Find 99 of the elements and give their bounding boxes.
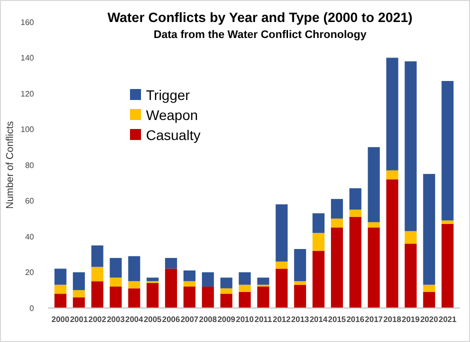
bar xyxy=(220,288,232,294)
y-tick-label: 100 xyxy=(20,125,35,134)
bar xyxy=(404,61,417,232)
bar xyxy=(442,220,454,224)
y-tick-label: 120 xyxy=(20,89,35,98)
bar xyxy=(128,281,140,288)
y-tick-label: 0 xyxy=(30,304,35,313)
legend-label: Weapon xyxy=(146,106,198,123)
bar xyxy=(294,284,306,308)
x-tick-label: 2013 xyxy=(291,315,310,324)
bar xyxy=(294,281,306,285)
x-tick-label: 2003 xyxy=(106,315,126,324)
bar xyxy=(110,278,122,287)
bar xyxy=(404,244,417,308)
bar xyxy=(257,278,270,285)
bar xyxy=(423,292,436,308)
text: Data from the Water Conflict Chronology xyxy=(154,29,368,41)
bar xyxy=(110,286,122,308)
bar xyxy=(128,288,140,308)
bar xyxy=(54,284,66,294)
bar xyxy=(238,284,251,292)
bar xyxy=(386,179,398,308)
bar xyxy=(72,297,85,308)
y-tick-label: 40 xyxy=(25,232,35,242)
bar xyxy=(220,278,232,288)
x-tick-label: 2008 xyxy=(199,315,218,324)
bar xyxy=(54,268,66,285)
y-axis-title: Number of Conflicts xyxy=(5,121,16,209)
x-tick-label: 2021 xyxy=(438,315,458,324)
x-tick-label: 2018 xyxy=(383,315,402,324)
bar xyxy=(165,268,178,308)
bar xyxy=(146,282,159,308)
bar xyxy=(220,294,232,308)
bar xyxy=(183,286,196,308)
bar xyxy=(442,224,454,308)
x-tick-label: 2009 xyxy=(217,315,236,324)
x-tick-label: 2000 xyxy=(52,315,70,324)
x-tick-label: 2017 xyxy=(364,315,384,324)
bar xyxy=(294,249,306,282)
bar xyxy=(72,272,85,290)
bar xyxy=(91,245,104,267)
bar xyxy=(128,256,140,282)
bar xyxy=(349,216,362,308)
x-tick-label: 2002 xyxy=(88,315,107,324)
legend-label: Trigger xyxy=(146,86,190,103)
bar xyxy=(183,270,196,282)
x-tick-label: 2004 xyxy=(125,315,144,324)
bar xyxy=(330,228,343,308)
x-tick-label: 2010 xyxy=(236,315,254,324)
x-tick-label: 2019 xyxy=(402,315,420,324)
bar xyxy=(312,232,325,251)
bar xyxy=(146,278,159,282)
x-tick-label: 2006 xyxy=(162,315,180,324)
bar xyxy=(91,266,104,282)
bar xyxy=(423,174,436,285)
bar xyxy=(257,286,270,308)
bar xyxy=(312,250,325,308)
bar xyxy=(386,170,398,180)
bar xyxy=(72,290,85,298)
x-tick-label: 2016 xyxy=(346,315,365,324)
bar xyxy=(165,258,178,269)
bar xyxy=(276,262,288,269)
x-tick-label: 2007 xyxy=(180,315,199,324)
bar xyxy=(276,268,288,308)
bar xyxy=(91,281,104,308)
bar xyxy=(368,147,380,222)
x-tick-label: 2015 xyxy=(328,315,346,324)
x-tick-label: 2012 xyxy=(272,315,292,324)
y-tick-label: 20 xyxy=(25,268,35,278)
bar xyxy=(54,294,66,308)
x-tick-label: 2005 xyxy=(144,315,162,324)
bar xyxy=(349,188,362,210)
y-tick-label: 60 xyxy=(25,196,35,206)
y-tick-label: 160 xyxy=(20,18,35,27)
bar xyxy=(238,272,251,285)
x-tick-label: 2014 xyxy=(310,315,328,324)
legend-label: Casualty xyxy=(146,126,200,143)
bar xyxy=(183,281,196,287)
y-tick-label: 140 xyxy=(20,54,35,63)
chart-title: Water Conflicts by Year and Type (2000 to 2021) xyxy=(107,10,413,25)
bar xyxy=(202,286,214,308)
x-tick-label: 2001 xyxy=(70,315,88,324)
bar xyxy=(423,284,436,292)
bar xyxy=(238,292,251,308)
x-tick-label: 2020 xyxy=(420,315,439,324)
bar xyxy=(386,58,398,170)
bar xyxy=(202,272,214,287)
bar xyxy=(368,222,380,228)
bar xyxy=(442,80,454,220)
bar xyxy=(349,210,362,217)
bar xyxy=(368,228,380,308)
x-tick-label: 2011 xyxy=(254,315,272,324)
bar xyxy=(404,231,417,244)
bar xyxy=(312,213,325,233)
bar xyxy=(110,258,122,278)
bar xyxy=(330,218,343,228)
bar xyxy=(330,198,343,219)
y-tick-label: 80 xyxy=(25,160,35,170)
bar xyxy=(276,204,288,262)
